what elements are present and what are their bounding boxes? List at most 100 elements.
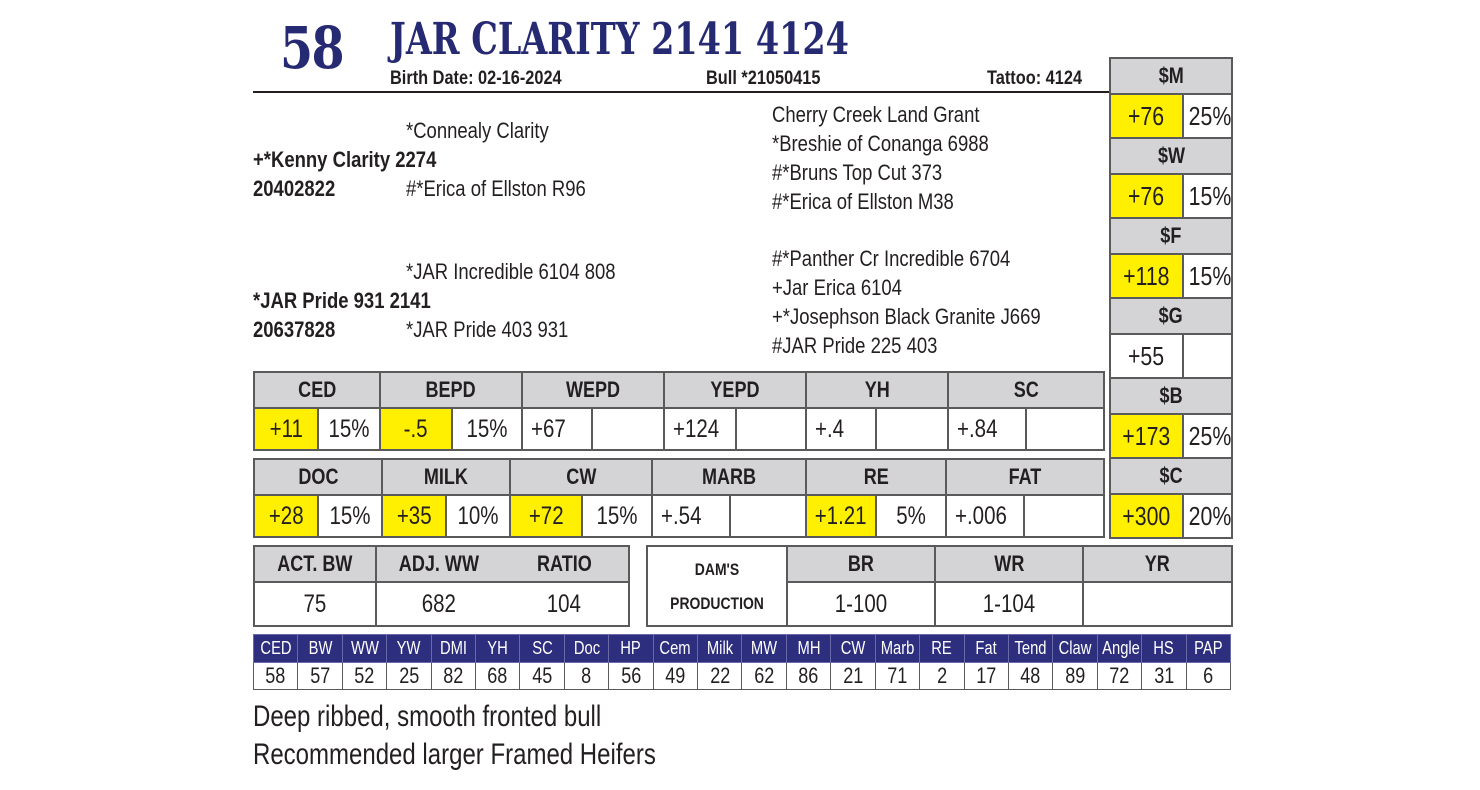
perf-label-ratio: RATIO [500, 545, 630, 583]
index-pct-b: 25% [1182, 413, 1233, 459]
epd-label-yepd: YEPD [663, 371, 808, 409]
pct-value: 57 [297, 662, 343, 690]
sire-reg: 20402822 [253, 176, 336, 201]
epd-label-fat: FAT [945, 458, 1106, 496]
pedigree-ancestor: Cherry Creek Land Grant [772, 102, 980, 127]
header-divider [253, 91, 1110, 93]
epd-value-ced: +11 [253, 407, 319, 451]
pct-value: 21 [830, 662, 876, 690]
pct-header: Doc [563, 634, 610, 663]
performance-table: ACT. BW ADJ. WW RATIO 75 682 104 [253, 545, 630, 627]
dam-dam: *JAR Pride 403 931 [406, 317, 569, 342]
comment-line: Recommended larger Framed Heifers [253, 738, 656, 771]
dams-value-br: 1-100 [786, 581, 936, 627]
index-value-c: +300 [1109, 493, 1184, 539]
registration-number: Bull *21050415 [706, 68, 821, 89]
epd-pct-sc [1025, 407, 1106, 451]
epd-pct-fat [1023, 494, 1106, 538]
lot-number: 58 [280, 14, 345, 82]
pct-header: CED [252, 634, 299, 663]
epd-value-fat: +.006 [945, 494, 1026, 538]
pedigree-ancestor: +Jar Erica 6104 [772, 275, 902, 300]
pedigree-ancestor: #*Panther Cr Incredible 6704 [772, 246, 1011, 271]
epd-label-re: RE [805, 458, 948, 496]
pct-header: Tend [1007, 634, 1054, 663]
pct-header: Cem [652, 634, 699, 663]
pct-value: 25 [386, 662, 432, 690]
epd-pct-ced: 15% [316, 407, 382, 451]
index-label-m: $M [1109, 57, 1233, 95]
perf-value-ratio: 104 [500, 581, 630, 627]
index-label-f: $F [1109, 217, 1233, 255]
index-label-b: $B [1109, 377, 1233, 415]
epd-pct-bepd: 15% [451, 407, 524, 451]
pct-value: 89 [1052, 662, 1098, 690]
index-label-g: $G [1109, 297, 1233, 335]
epd-value-doc: +28 [253, 494, 319, 538]
pct-value: 68 [475, 662, 521, 690]
pct-header: RE [919, 634, 965, 663]
pct-value: 31 [1141, 662, 1187, 690]
epd-label-ced: CED [252, 371, 382, 409]
index-pct-f: 15% [1182, 253, 1233, 299]
pct-header: DMI [430, 634, 477, 663]
comment-line: Deep ribbed, smooth fronted bull [253, 700, 602, 733]
epd-value-marb: +.54 [651, 494, 732, 538]
index-pct-m: 25% [1182, 93, 1233, 139]
pct-header: SC [519, 634, 565, 663]
epd-value-re: +1.21 [805, 494, 878, 538]
epd-pct-re: 5% [875, 494, 948, 538]
dam-sire: *JAR Incredible 6104 808 [406, 259, 616, 284]
sire-sire: *Connealy Clarity [406, 118, 549, 143]
dams-value-wr: 1-104 [934, 581, 1084, 627]
epd-pct-yh [875, 407, 950, 451]
index-label-w: $W [1109, 137, 1233, 175]
epd-label-sc: SC [947, 371, 1106, 409]
epd-pct-marb [729, 494, 808, 538]
pct-value: 86 [785, 662, 832, 690]
sire-dam: #*Erica of Ellston R96 [406, 176, 586, 201]
pct-value: 72 [1096, 662, 1143, 690]
perf-label-act-bw: ACT. BW [253, 545, 377, 583]
pct-header: Milk [697, 634, 743, 663]
pct-header: Fat [963, 634, 1009, 663]
pct-header: WW [341, 634, 388, 663]
epd-label-bepd: BEPD [379, 371, 524, 409]
pct-header: MW [741, 634, 787, 663]
pct-value: 49 [652, 662, 699, 690]
pct-header: MH [785, 634, 832, 663]
epd-pct-milk: 10% [445, 494, 512, 538]
epd-value-yepd: +124 [663, 407, 738, 451]
epd-label-marb: MARB [651, 458, 808, 496]
index-label-c: $C [1109, 457, 1233, 495]
pedigree-ancestor: #*Bruns Top Cut 373 [772, 160, 943, 185]
pct-header: BW [297, 634, 343, 663]
dollar-index-table: $M +76 25% $W +76 15% $F +118 15% $G +55… [1109, 57, 1233, 539]
pct-header: HS [1141, 634, 1187, 663]
index-value-g: +55 [1109, 333, 1184, 379]
pct-value: 6 [1185, 662, 1232, 690]
birth-date: Birth Date: 02-16-2024 [390, 68, 562, 89]
pct-value: 48 [1007, 662, 1054, 690]
epd-label-wepd: WEPD [521, 371, 666, 409]
epd-value-milk: +35 [381, 494, 448, 538]
pct-value: 58 [252, 662, 299, 690]
index-value-f: +118 [1109, 253, 1184, 299]
dams-production-table: BR WR YR 1-100 1-104 [786, 545, 1233, 627]
index-pct-c: 20% [1182, 493, 1233, 539]
pedigree-ancestor: +*Josephson Black Granite J669 [772, 304, 1041, 329]
epd-label-milk: MILK [381, 458, 512, 496]
percentile-rank-table: CED BW WW YW DMI YH SC Doc HP Cem Milk M… [252, 634, 1232, 690]
index-pct-w: 15% [1182, 173, 1233, 219]
dam-name: *JAR Pride 931 2141 [253, 288, 431, 313]
epd-value-wepd: +67 [521, 407, 594, 451]
pct-value: 17 [963, 662, 1009, 690]
pct-header: YW [386, 634, 432, 663]
epd-value-yh: +.4 [805, 407, 878, 451]
tattoo: Tattoo: 4124 [987, 68, 1083, 89]
dams-value-yr [1082, 581, 1233, 627]
pct-header: Claw [1052, 634, 1098, 663]
epd-pct-yepd [735, 407, 808, 451]
index-value-w: +76 [1109, 173, 1184, 219]
epd-pct-cw: 15% [581, 494, 654, 538]
